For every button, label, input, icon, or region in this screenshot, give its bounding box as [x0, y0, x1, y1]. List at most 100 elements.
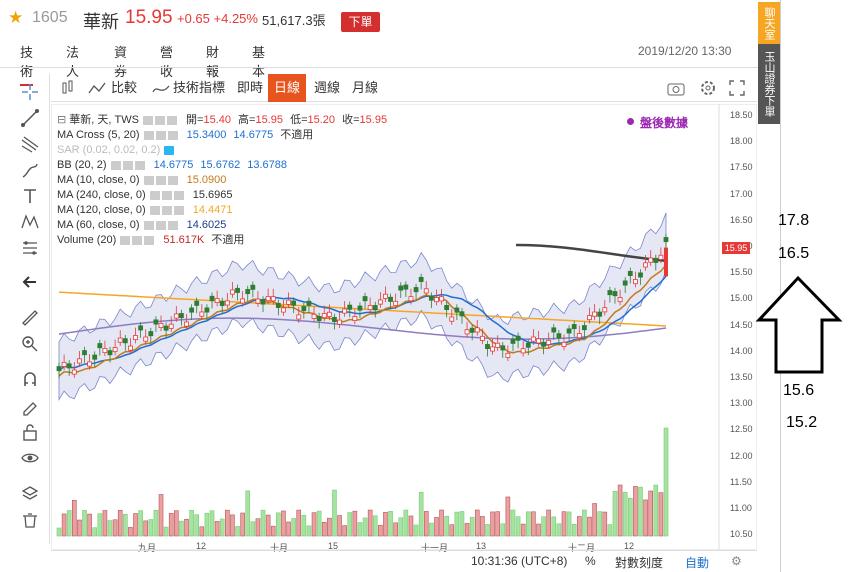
volume-bar [597, 511, 602, 537]
price-tick-label: 11.00 [730, 503, 752, 513]
ma120-line [58, 291, 667, 327]
realtime-button[interactable]: 即時 [237, 80, 264, 95]
candle [184, 321, 189, 327]
volume-bar [133, 513, 138, 537]
volume-bar [413, 524, 419, 537]
candle [398, 285, 404, 291]
monthly-button[interactable]: 月線 [352, 80, 379, 95]
candle [306, 300, 312, 306]
volume-bar [92, 527, 98, 537]
fullscreen-icon[interactable] [729, 80, 745, 96]
candle [342, 308, 348, 314]
divider [0, 67, 758, 68]
candle [617, 297, 623, 303]
fib-icon[interactable] [20, 134, 40, 154]
broker-order-tab[interactable]: 玉山證券下單 [758, 44, 780, 124]
indicators-icon[interactable] [151, 79, 171, 97]
price-change: +0.65 +4.25% [177, 11, 258, 26]
volume-bar [531, 511, 536, 537]
order-button[interactable]: 下單 [341, 12, 380, 32]
legend-bb: BB (20, 2) 14.6775 15.6762 13.6788 [57, 159, 288, 171]
volume-bar [515, 516, 521, 537]
candle [490, 346, 495, 352]
candle [454, 307, 460, 313]
after-hours-label[interactable]: 盤後數據 [640, 116, 689, 130]
candle [403, 284, 409, 290]
settings-icon[interactable] [699, 79, 717, 97]
candle [301, 306, 307, 312]
compare-icon[interactable] [87, 79, 107, 97]
candle [281, 307, 286, 313]
volume-bar [388, 510, 393, 537]
indicators-button[interactable]: 技術指標 [173, 80, 226, 95]
volume-bar [291, 518, 296, 537]
eye-icon[interactable] [20, 448, 40, 468]
candle [464, 329, 470, 335]
trash-icon[interactable] [20, 510, 40, 530]
candle [133, 335, 138, 341]
favorite-star-icon[interactable]: ★ [8, 8, 24, 27]
volume-bar [495, 511, 500, 537]
candle [592, 311, 597, 317]
candle [439, 296, 444, 302]
candle [377, 299, 383, 305]
volume-bar [378, 524, 383, 537]
candle [597, 311, 603, 317]
trend-line-icon[interactable] [20, 108, 40, 128]
pattern-icon[interactable] [20, 212, 40, 232]
volume-bar [316, 510, 322, 537]
chat-room-tab[interactable]: 聊天室 [758, 2, 780, 44]
candle [265, 296, 271, 302]
legend-macross: MA Cross (5, 20) 15.3400 14.6775 不適用 [57, 129, 314, 141]
candle [311, 313, 317, 319]
volume-bar [571, 524, 577, 537]
volume-bar [653, 484, 659, 537]
candle [658, 254, 664, 260]
volume-bar [87, 513, 92, 537]
volume-bar [296, 509, 302, 537]
layers-icon[interactable] [20, 484, 40, 504]
candle [357, 305, 363, 311]
volume-bar [61, 513, 67, 537]
volume-bar [587, 516, 592, 537]
volume-bar [393, 522, 398, 537]
volume-bar [321, 521, 327, 537]
status-settings-icon[interactable]: ⚙ [731, 554, 742, 568]
volume-bar [418, 491, 424, 537]
volume-bar [337, 515, 342, 537]
text-icon[interactable] [20, 186, 40, 206]
ruler-icon[interactable] [20, 308, 40, 328]
lock-draw-icon[interactable] [20, 396, 40, 416]
back-arrow-icon[interactable] [20, 272, 40, 292]
volume-bar [449, 524, 455, 537]
candle [444, 305, 450, 310]
prediction-icon[interactable] [20, 238, 40, 258]
percent-toggle[interactable]: % [585, 554, 596, 568]
weekly-button[interactable]: 週線 [314, 80, 341, 95]
volume-bar [270, 525, 276, 537]
candle [587, 315, 592, 321]
candle [209, 295, 215, 301]
candle [474, 327, 480, 333]
brush-icon[interactable] [20, 160, 40, 180]
chart-canvas[interactable] [51, 104, 757, 550]
log-scale-toggle[interactable]: 對數刻度 [615, 556, 664, 570]
candle [556, 333, 562, 339]
candle-type-icon[interactable] [61, 79, 75, 97]
price-tick-label: 12.50 [730, 424, 753, 435]
legend-volume: Volume (20) 51.617K 不適用 [57, 234, 245, 246]
price-chart[interactable] [51, 104, 757, 550]
auto-scale-toggle[interactable]: 自動 [685, 556, 710, 570]
volume-bar [342, 525, 347, 537]
magnet-icon[interactable] [20, 370, 40, 390]
panel-border [780, 0, 781, 572]
candle [602, 307, 608, 313]
crosshair-icon[interactable] [20, 82, 40, 102]
zoom-in-icon[interactable] [20, 334, 40, 354]
candle [326, 311, 332, 317]
daily-button[interactable]: 日線 [268, 74, 307, 102]
compare-button[interactable]: 比較 [111, 80, 138, 95]
unlock-icon[interactable] [20, 422, 40, 442]
camera-icon[interactable] [667, 80, 685, 96]
volume-bar [352, 510, 358, 537]
